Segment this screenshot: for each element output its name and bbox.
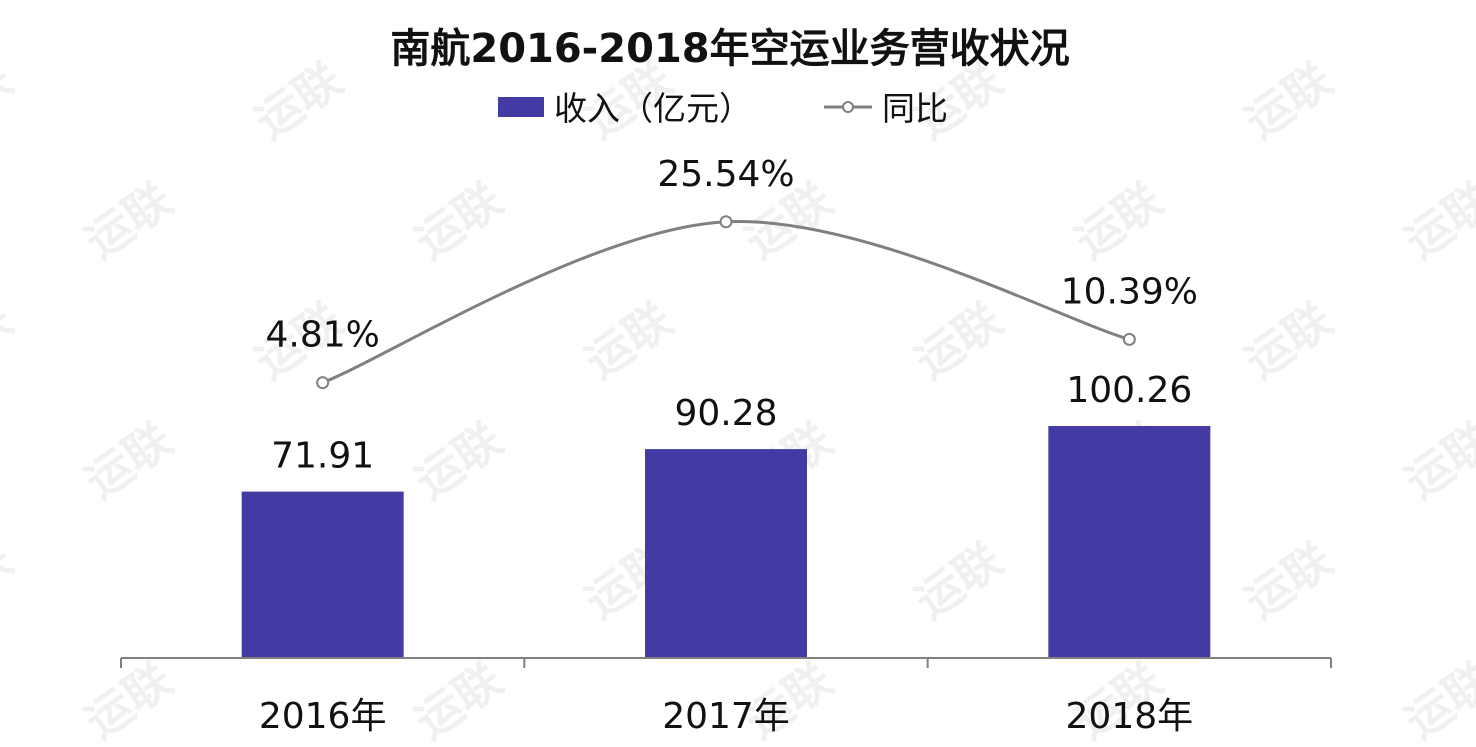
yoy-value-label-2: 10.39% bbox=[1061, 271, 1198, 312]
bar-revenue-1 bbox=[645, 449, 807, 658]
bar-value-label-2: 100.26 bbox=[1066, 370, 1192, 411]
yoy-point-2 bbox=[1122, 332, 1136, 346]
legend-marker-yoy bbox=[842, 101, 854, 113]
yoy-point-0 bbox=[316, 376, 330, 390]
x-axis bbox=[120, 657, 1332, 668]
watermark-text: 运联 bbox=[245, 52, 351, 149]
watermark-text: 运联 bbox=[0, 532, 22, 629]
watermark-text: 运联 bbox=[405, 652, 511, 747]
yoy-points bbox=[316, 215, 1136, 390]
bar-revenue-2 bbox=[1048, 426, 1211, 658]
bar-value-label-1: 90.28 bbox=[674, 393, 777, 434]
bar-series bbox=[241, 426, 1211, 658]
yoy-value-label-1: 25.54% bbox=[657, 154, 794, 195]
watermark-text: 运联 bbox=[1395, 412, 1476, 509]
watermark-text: 运联 bbox=[1395, 652, 1476, 747]
legend-swatch-revenue bbox=[498, 97, 544, 117]
legend: 收入（亿元） 同比 bbox=[498, 89, 948, 128]
watermark-text: 运联 bbox=[1395, 172, 1476, 269]
watermark-text: 运联 bbox=[905, 292, 1011, 389]
x-tick-label-0: 2016年 bbox=[259, 696, 387, 737]
watermark-text: 运联 bbox=[405, 412, 511, 509]
watermark-text: 运联 bbox=[75, 172, 181, 269]
x-tick-label-1: 2017年 bbox=[662, 696, 790, 737]
bar-labels: 71.91 90.28 100.26 bbox=[271, 370, 1192, 477]
x-tick-labels: 2016年 2017年 2018年 bbox=[259, 696, 1193, 737]
bar-revenue-0 bbox=[241, 491, 404, 658]
watermark-text: 运联 bbox=[1235, 532, 1341, 629]
yoy-point-1 bbox=[719, 215, 733, 229]
x-tick-label-2: 2018年 bbox=[1066, 696, 1194, 737]
legend-label-yoy: 同比 bbox=[882, 89, 948, 128]
watermark-text: 运联 bbox=[405, 172, 511, 269]
yoy-value-label-0: 4.81% bbox=[265, 315, 379, 356]
legend-label-revenue: 收入（亿元） bbox=[554, 89, 752, 128]
watermark-text: 运联 bbox=[1235, 52, 1341, 149]
watermark-text: 运联 bbox=[1065, 172, 1171, 269]
yoy-labels: 4.81% 25.54% 10.39% bbox=[265, 154, 1197, 356]
watermark-text: 运联 bbox=[0, 292, 22, 389]
watermark-text: 运联 bbox=[75, 412, 181, 509]
watermark-text: 运联 bbox=[575, 292, 681, 389]
watermark-text: 运联 bbox=[0, 52, 22, 149]
watermark-text: 运联 bbox=[905, 532, 1011, 629]
watermark-text: 运联 bbox=[1235, 292, 1341, 389]
bar-value-label-0: 71.91 bbox=[271, 436, 374, 477]
chart-title: 南航2016-2018年空运业务营收状况 bbox=[390, 26, 1069, 72]
watermark-text: 运联 bbox=[75, 652, 181, 747]
